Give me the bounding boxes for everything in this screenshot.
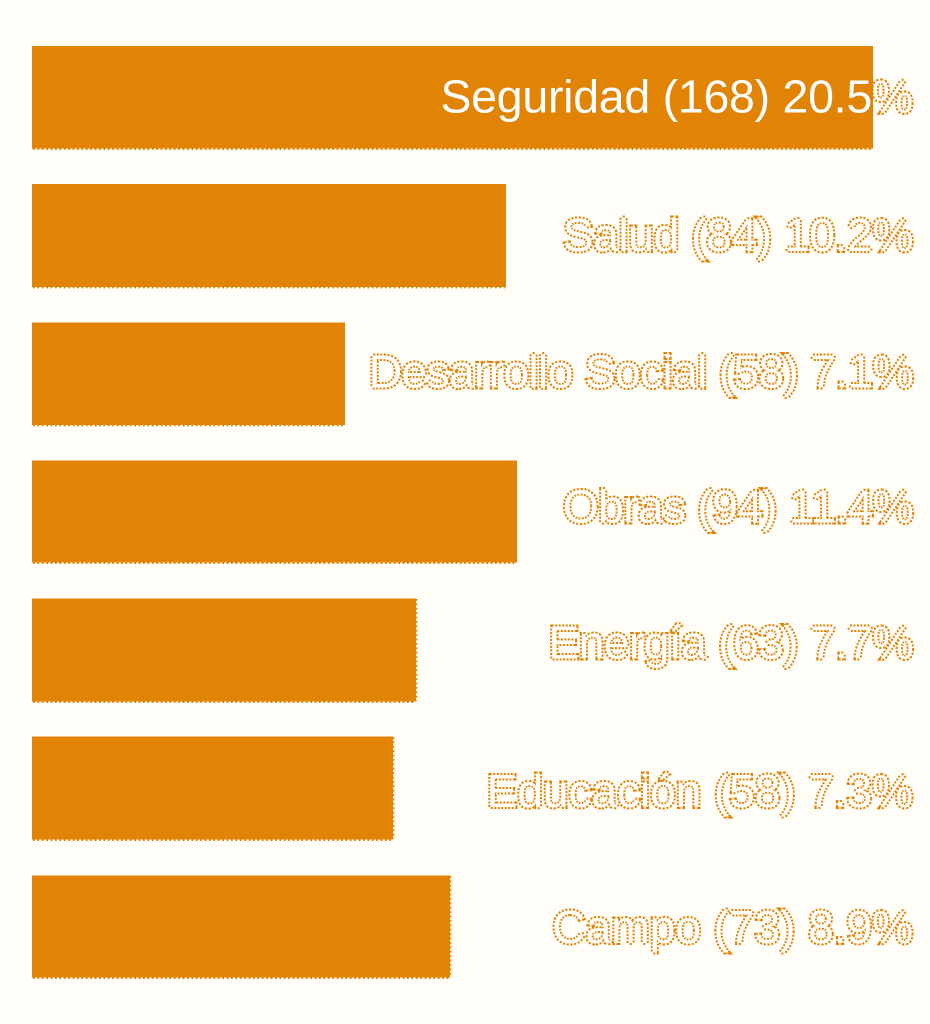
svg-text:Energía (63) 7.7%: Energía (63) 7.7% xyxy=(548,617,913,669)
svg-text:Campo (73) 8.9%: Campo (73) 8.9% xyxy=(552,901,913,953)
svg-text:Desarrollo Social (58) 7.1%: Desarrollo Social (58) 7.1% xyxy=(369,346,913,398)
svg-text:Salud (84) 10.2%: Salud (84) 10.2% xyxy=(563,209,913,261)
svg-text:Educación (58) 7.3%: Educación (58) 7.3% xyxy=(486,765,913,817)
svg-text:Obras (94) 11.4%: Obras (94) 11.4% xyxy=(563,480,913,532)
svg-text:Seguridad (168) 20.5%: Seguridad (168) 20.5% xyxy=(440,70,913,122)
